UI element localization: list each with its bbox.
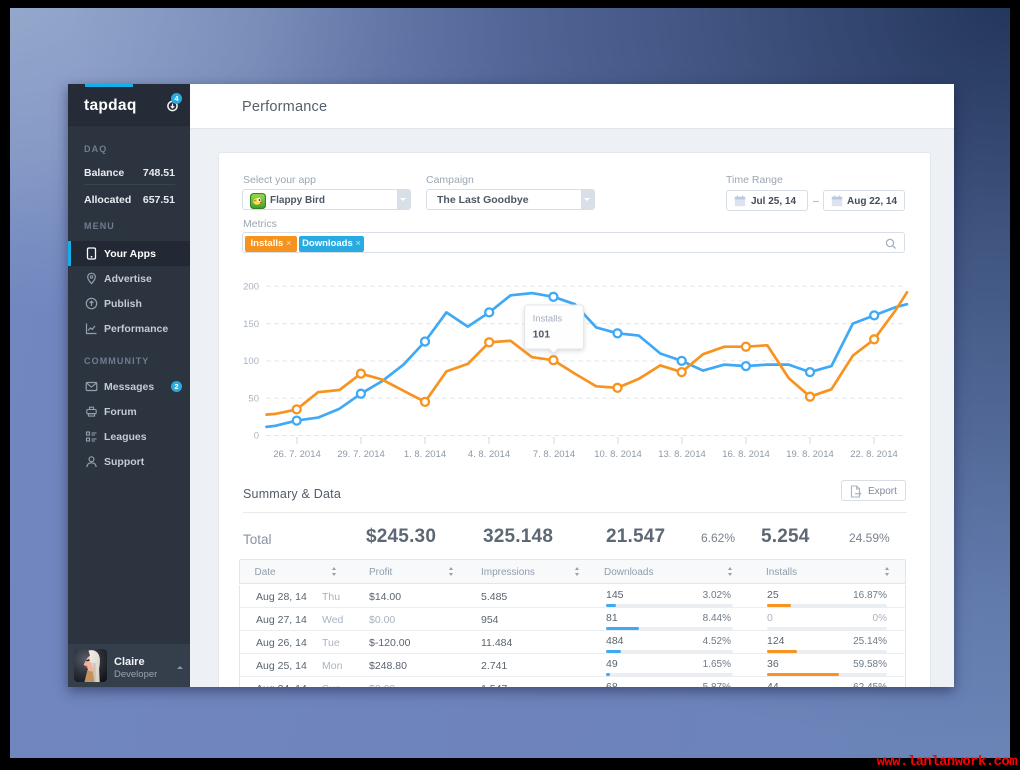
svg-text:7. 8. 2014: 7. 8. 2014 [533,449,575,460]
svg-text:200: 200 [243,282,259,293]
svg-text:13. 8. 2014: 13. 8. 2014 [658,449,706,460]
svg-text:22. 8. 2014: 22. 8. 2014 [850,449,898,460]
svg-text:4. 8. 2014: 4. 8. 2014 [468,449,510,460]
svg-text:19. 8. 2014: 19. 8. 2014 [786,449,834,460]
svg-text:16. 8. 2014: 16. 8. 2014 [722,449,770,460]
svg-text:101: 101 [533,329,551,341]
svg-text:10. 8. 2014: 10. 8. 2014 [594,449,642,460]
svg-text:50: 50 [248,393,259,404]
svg-text:150: 150 [243,319,259,330]
svg-text:29. 7. 2014: 29. 7. 2014 [337,449,385,460]
svg-text:26. 7. 2014: 26. 7. 2014 [273,449,321,460]
svg-text:Installs: Installs [533,314,563,325]
svg-text:1. 8. 2014: 1. 8. 2014 [404,449,446,460]
svg-text:100: 100 [243,356,259,367]
svg-text:0: 0 [254,431,259,442]
